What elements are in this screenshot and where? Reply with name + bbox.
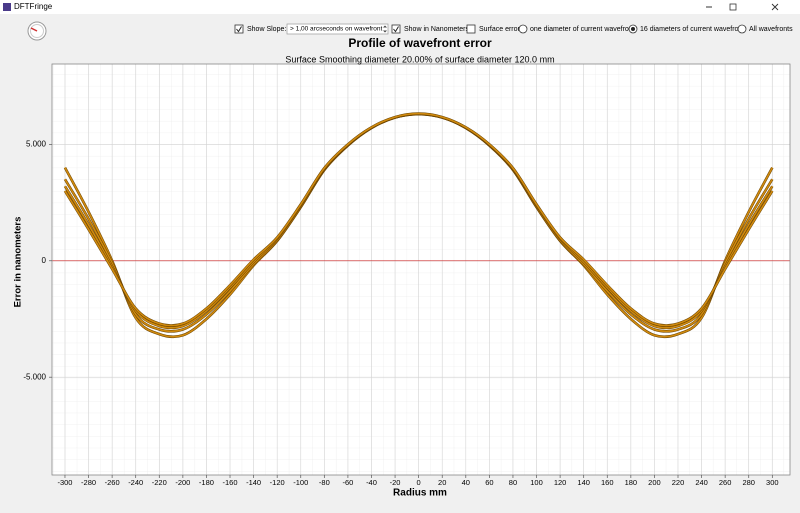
x-tick-label: 160 — [601, 478, 614, 487]
restore-button[interactable] — [729, 3, 737, 11]
radio-button[interactable] — [737, 24, 747, 34]
x-tick-label: -20 — [390, 478, 401, 487]
y-tick-label: 5.000 — [26, 139, 47, 148]
y-tick-label: 0 — [42, 256, 47, 265]
profile-line — [64, 112, 773, 327]
checkbox-label: Show Slope: — [247, 26, 286, 33]
x-axis-label: Radius mm — [393, 488, 447, 499]
window-title: DFTFringe — [14, 2, 53, 11]
x-tick-label: 20 — [438, 478, 446, 487]
x-tick-label: 60 — [485, 478, 493, 487]
checkbox[interactable] — [234, 24, 244, 34]
plot-frame — [51, 63, 791, 476]
radio-button[interactable] — [518, 24, 528, 34]
x-tick-label: 80 — [509, 478, 517, 487]
checkmark — [393, 26, 399, 33]
grid — [52, 64, 790, 475]
radio-label: 16 diameters of current wavefront — [640, 26, 744, 33]
x-tick-label: 200 — [648, 478, 661, 487]
checkbox[interactable] — [391, 24, 401, 34]
radio-label: All wavefronts — [749, 26, 793, 33]
x-tick-label: 180 — [625, 478, 638, 487]
x-tick-label: -120 — [270, 478, 285, 487]
minor-grid — [52, 64, 790, 475]
app-icon — [3, 3, 11, 11]
x-tick-label: 100 — [530, 478, 543, 487]
close-button[interactable] — [771, 3, 779, 11]
x-tick-label: 260 — [719, 478, 732, 487]
checkmark — [236, 26, 242, 33]
x-tick-label: 0 — [417, 478, 421, 487]
x-tick-label: 280 — [742, 478, 755, 487]
title-bar — [0, 0, 800, 14]
toolbar: Show Slope: Show in Nanometers Surface err… — [234, 23, 793, 35]
x-tick-label: -240 — [128, 478, 143, 487]
radio-dot — [631, 27, 635, 31]
slope-combo[interactable] — [286, 23, 389, 35]
x-tick-label: -60 — [342, 478, 353, 487]
checkbox-label: Surface error — [479, 26, 521, 33]
x-tick-label: -260 — [105, 478, 120, 487]
compass-icon — [27, 21, 47, 41]
x-tick-label: 40 — [462, 478, 470, 487]
chart-subtitle: Surface Smoothing diameter 20.00% of sur… — [285, 54, 554, 64]
x-tick-label: -180 — [199, 478, 214, 487]
x-tick-label: -200 — [175, 478, 190, 487]
checkbox[interactable] — [466, 24, 476, 34]
combo-arrows — [383, 25, 387, 33]
x-tick-label: 240 — [695, 478, 708, 487]
x-tick-label: -280 — [81, 478, 96, 487]
checkbox-label: Show in Nanometers — [404, 26, 469, 33]
curves — [63, 112, 774, 339]
chart-title: Profile of wavefront error — [348, 36, 492, 50]
x-tick-label: -300 — [57, 478, 72, 487]
x-tick-label: -100 — [293, 478, 308, 487]
y-axis-label: Error in nanometers — [13, 217, 24, 308]
x-tick-label: -40 — [366, 478, 377, 487]
x-tick-label: -140 — [246, 478, 261, 487]
x-tick-label: -80 — [319, 478, 330, 487]
x-tick-label: 140 — [577, 478, 590, 487]
x-tick-label: 300 — [766, 478, 779, 487]
y-tick-label: -5.000 — [23, 372, 46, 381]
x-tick-label: 220 — [672, 478, 685, 487]
x-tick-label: -220 — [152, 478, 167, 487]
x-tick-label: 120 — [554, 478, 567, 487]
radio-label: one diameter of current wavefront — [530, 26, 635, 33]
slope-combo-text: > 1,00 arcseconds on wavefront — [290, 26, 383, 33]
x-tick-label: -160 — [223, 478, 238, 487]
